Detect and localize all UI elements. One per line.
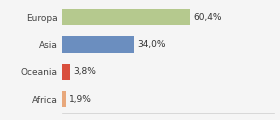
Text: 3,8%: 3,8%: [73, 67, 96, 76]
Text: 60,4%: 60,4%: [193, 13, 222, 22]
Text: 34,0%: 34,0%: [137, 40, 166, 49]
Bar: [62, 64, 70, 80]
Bar: [62, 9, 190, 25]
Text: 1,9%: 1,9%: [69, 95, 92, 104]
Bar: [62, 91, 66, 107]
Bar: [62, 36, 134, 53]
